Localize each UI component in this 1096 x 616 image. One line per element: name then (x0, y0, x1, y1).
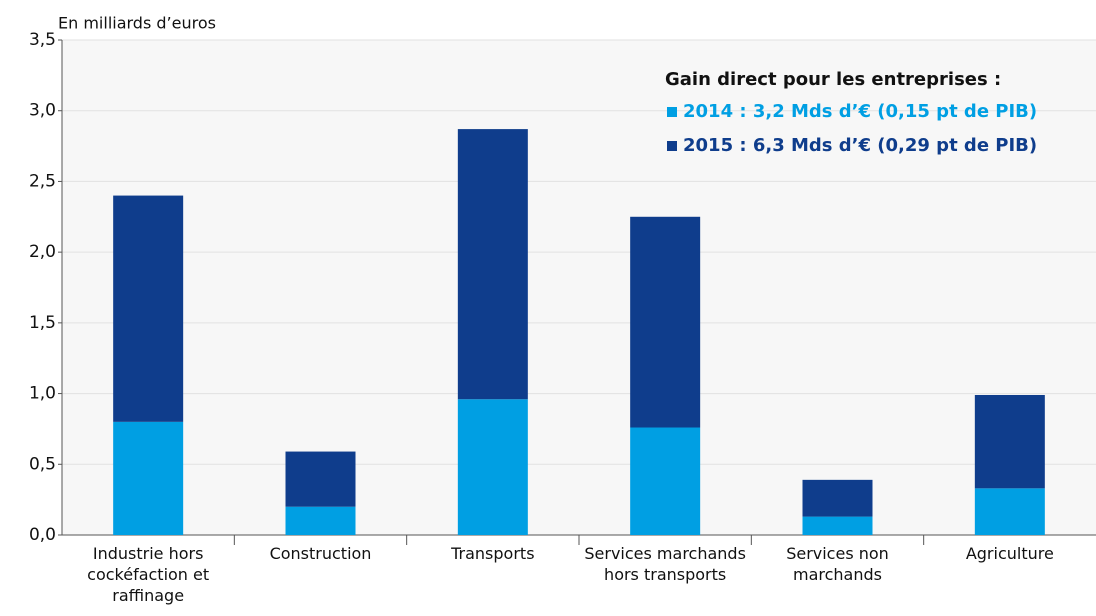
x-tick-label: Transports (451, 544, 535, 563)
y-tick-label: 1,5 (29, 313, 56, 333)
legend-label: 2015 : 6,3 Mds d’€ (0,29 pt de PIB) (683, 135, 1037, 156)
bar-segment (630, 427, 701, 535)
x-tick-label: Construction (269, 544, 372, 563)
bar-segment (457, 129, 528, 400)
legend-swatch (667, 141, 677, 151)
bar-segment (285, 451, 356, 507)
x-tick-label: Agriculture (965, 544, 1054, 563)
y-axis-label: En milliards d’euros (58, 14, 216, 33)
legend-title: Gain direct pour les entreprises : (665, 69, 1001, 90)
y-tick-label: 3,0 (29, 101, 56, 121)
bar-segment (802, 479, 873, 517)
bar-segment (630, 216, 701, 428)
bar-segment (285, 506, 356, 535)
bar-segment (974, 488, 1045, 535)
x-tick-label: Services marchands hors transports (584, 544, 746, 584)
x-tick-label: Services non marchands (786, 544, 889, 584)
y-tick-label: 3,5 (29, 30, 56, 50)
bar-segment (802, 516, 873, 535)
bar-segment (457, 399, 528, 535)
y-tick-label: 0,5 (29, 454, 56, 474)
legend-label: 2014 : 3,2 Mds d’€ (0,15 pt de PIB) (683, 101, 1037, 122)
bar-segment (974, 394, 1045, 489)
y-tick-label: 1,0 (29, 384, 56, 404)
bar-segment (113, 195, 184, 422)
x-tick-label: Industrie hors cockéfaction et raffinage (87, 544, 210, 605)
plot-background (62, 40, 1096, 535)
bar-segment (113, 421, 184, 535)
legend-swatch (667, 107, 677, 117)
y-tick-label: 2,5 (29, 171, 56, 191)
y-tick-label: 2,0 (29, 242, 56, 262)
y-tick-label: 0,0 (29, 525, 56, 545)
